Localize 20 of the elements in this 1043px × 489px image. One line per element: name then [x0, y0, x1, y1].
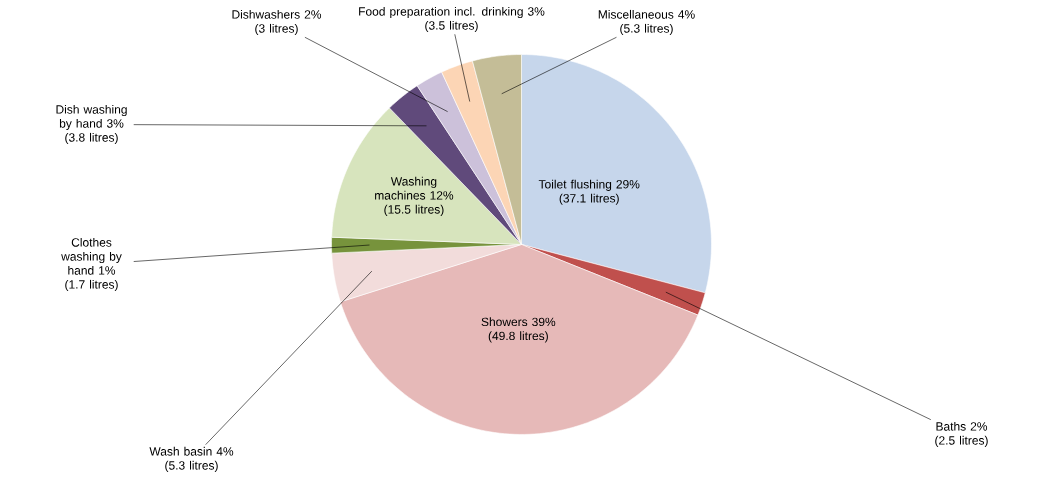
data-label: (5.3 litres) [620, 23, 673, 36]
slice-label: Miscellaneous 4% [598, 9, 695, 19]
data-label: (1.7 litres) [65, 279, 118, 292]
slice-label: Washing machines 12% [375, 176, 454, 200]
slice-label: Dish washing by hand 3% [56, 104, 127, 131]
slice-label: Food preparation incl. drinking 3% [359, 6, 545, 19]
slice-label: Showers 39% [481, 317, 556, 327]
slice-label: Toilet flushing 29% [538, 179, 640, 191]
data-label: (3.5 litres) [425, 20, 478, 33]
data-label: (5.3 litres) [165, 460, 218, 473]
data-label: (15.5 litres) [384, 204, 444, 217]
data-label: (3 litres) [255, 23, 298, 36]
data-label: (3.8 litres) [65, 132, 118, 145]
data-label: (37.1 litres) [559, 193, 619, 205]
data-label: (2.5 litres) [935, 435, 988, 448]
slice-label: Clothes washing by hand 1% [61, 237, 122, 275]
slice-label: Dishwashers 2% [232, 9, 322, 19]
slice-label: Baths 2% [936, 421, 988, 431]
slice-label: Wash basin 4% [149, 446, 234, 456]
data-label: (49.8 litres) [488, 331, 548, 343]
